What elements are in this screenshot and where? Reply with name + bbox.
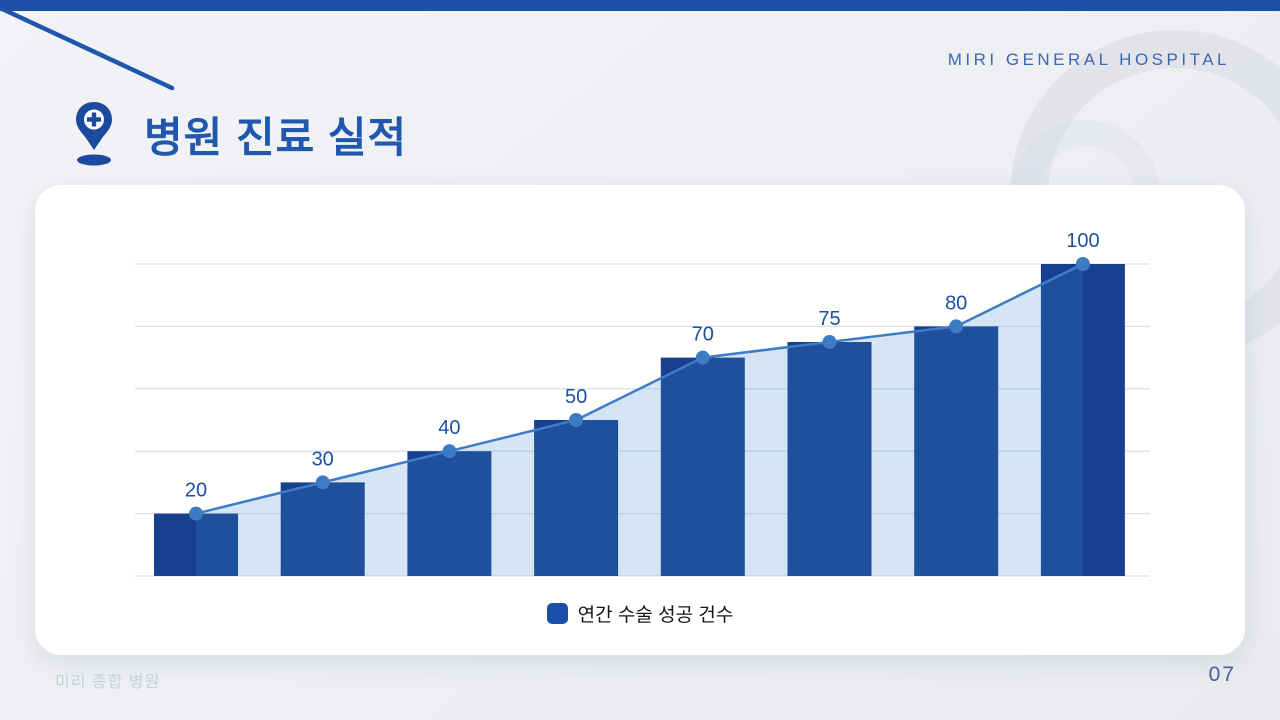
trend-area <box>196 264 1083 576</box>
page-title: 병원 진료 실적 <box>144 113 408 161</box>
data-point-marker <box>569 413 584 427</box>
data-point-marker <box>1075 257 1090 271</box>
bar-value-label: 75 <box>818 308 840 330</box>
bar <box>787 342 872 576</box>
bar <box>660 357 745 576</box>
legend-swatch <box>546 603 568 624</box>
chart-legend: 연간 수술 성공 건수 <box>35 600 1245 627</box>
data-point-marker <box>315 475 330 490</box>
bar-value-label: 50 <box>565 386 587 408</box>
data-point-marker <box>822 335 837 349</box>
bar-value-label: 30 <box>312 448 334 470</box>
diagonal-accent-line <box>0 5 175 91</box>
chart-card: 20 30 40 50 70 75 80 100 연간 수술 성공 건수 <box>35 185 1245 655</box>
bar <box>534 420 619 576</box>
data-point-marker <box>442 444 457 459</box>
data-point-marker <box>189 506 203 521</box>
bar-value-label: 80 <box>945 292 967 314</box>
bar <box>280 482 365 576</box>
medical-location-pin-icon <box>76 102 112 166</box>
bar-value-label: 40 <box>438 417 460 439</box>
top-accent-bar <box>0 0 1280 11</box>
bar <box>407 451 492 576</box>
page-number: 07 <box>1208 663 1236 686</box>
data-point-marker <box>695 350 710 365</box>
bar-line-chart: 20 30 40 50 70 75 80 100 <box>135 230 1150 577</box>
trend-line <box>195 262 1084 515</box>
title-row: 병원 진료 실적 <box>72 100 407 168</box>
bar-value-label: 20 <box>185 480 207 502</box>
bar <box>154 513 238 576</box>
bar-value-label: 100 <box>1066 230 1099 252</box>
footer-hospital-name: 미리 종합 병원 <box>55 674 161 691</box>
hospital-brand-text: MIRI GENERAL HOSPITAL <box>947 50 1230 69</box>
legend-label: 연간 수술 성공 건수 <box>577 605 734 626</box>
bar-value-label: 70 <box>692 324 714 346</box>
bar <box>914 326 999 576</box>
data-point-marker <box>949 319 964 334</box>
bar <box>1040 264 1125 576</box>
